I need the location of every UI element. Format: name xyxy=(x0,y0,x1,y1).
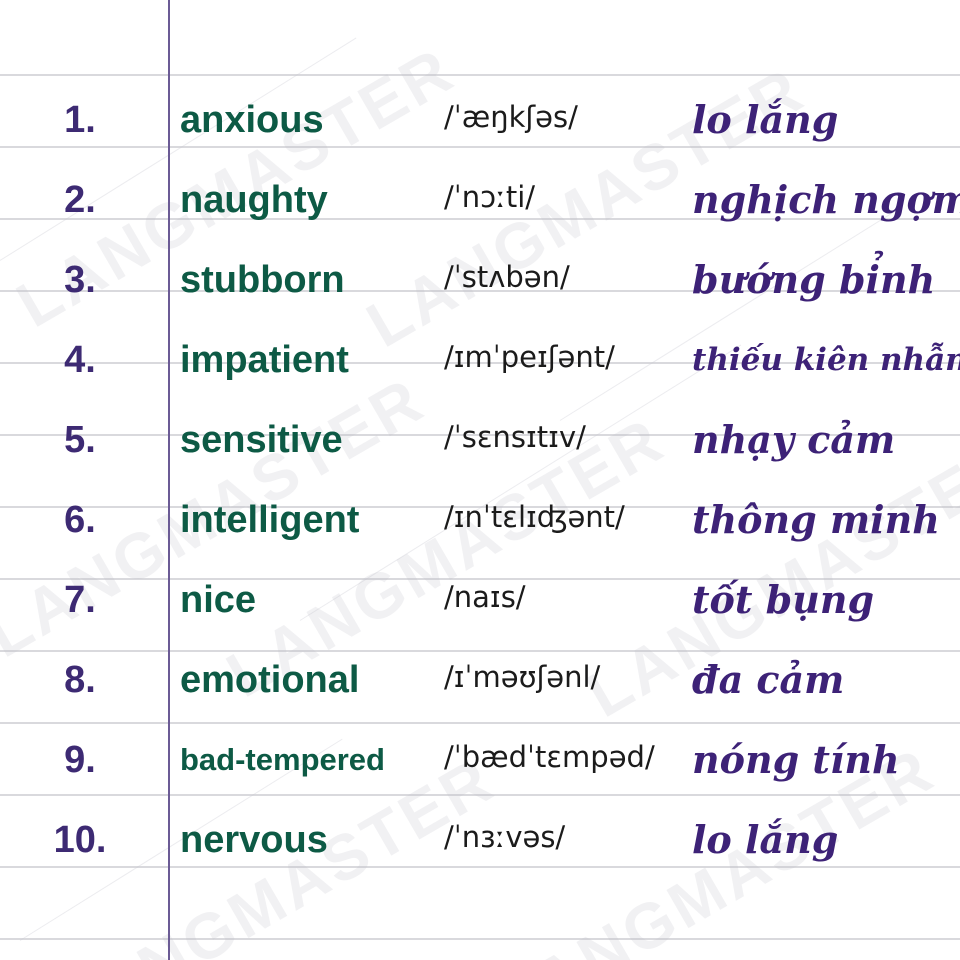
english-word: impatient xyxy=(180,339,349,381)
ruled-line xyxy=(0,290,960,292)
phonetic-transcription: /ɪˈməʊʃənl/ xyxy=(444,660,601,694)
ruled-line xyxy=(0,650,960,652)
vietnamese-meaning: thiếu kiên nhẫn xyxy=(692,342,960,378)
english-word: sensitive xyxy=(180,419,343,461)
english-word: anxious xyxy=(180,99,324,141)
ruled-line xyxy=(0,938,960,940)
item-number: 5. xyxy=(64,419,96,461)
margin-line xyxy=(168,0,170,960)
item-number: 4. xyxy=(64,339,96,381)
ruled-line xyxy=(0,506,960,508)
phonetic-transcription: /ɪmˈpeɪʃənt/ xyxy=(444,340,615,374)
vietnamese-meaning: bướng bỉnh xyxy=(692,257,936,302)
item-number: 10. xyxy=(53,819,107,861)
phonetic-transcription: /ɪnˈtɛlɪʤənt/ xyxy=(444,500,625,534)
english-word: stubborn xyxy=(180,259,345,301)
vocab-row: 8. emotional /ɪˈməʊʃənl/ đa cảm xyxy=(0,640,960,720)
vietnamese-meaning: lo lắng xyxy=(692,97,839,142)
vocab-row: 1. anxious /ˈæŋkʃəs/ lo lắng xyxy=(0,80,960,160)
item-number: 2. xyxy=(64,179,96,221)
english-word: naughty xyxy=(180,179,328,221)
vocab-row: 9. bad-tempered /ˈbædˈtɛmpəd/ nóng tính xyxy=(0,720,960,800)
item-number: 8. xyxy=(64,659,96,701)
vietnamese-meaning: thông minh xyxy=(692,497,940,542)
phonetic-transcription: /ˈsɛnsɪtɪv/ xyxy=(444,420,586,454)
vietnamese-meaning: nóng tính xyxy=(692,737,900,782)
item-number: 9. xyxy=(64,739,96,781)
vocab-row: 2. naughty /ˈnɔːti/ nghịch ngợm xyxy=(0,160,960,240)
item-number: 6. xyxy=(64,499,96,541)
vocab-row: 10. nervous /ˈnɜːvəs/ lo lắng xyxy=(0,800,960,880)
item-number: 1. xyxy=(64,99,96,141)
ruled-line xyxy=(0,146,960,148)
phonetic-transcription: /ˈnɜːvəs/ xyxy=(444,820,566,854)
phonetic-transcription: /ˈæŋkʃəs/ xyxy=(444,100,578,134)
vietnamese-meaning: lo lắng xyxy=(692,817,839,862)
vocab-row: 6. intelligent /ɪnˈtɛlɪʤənt/ thông minh xyxy=(0,480,960,560)
ruled-line xyxy=(0,362,960,364)
vocab-row: 3. stubborn /ˈstʌbən/ bướng bỉnh xyxy=(0,240,960,320)
phonetic-transcription: /ˈnɔːti/ xyxy=(444,180,536,214)
vietnamese-meaning: nhạy cảm xyxy=(692,417,896,462)
vietnamese-meaning: nghịch ngợm xyxy=(692,177,960,222)
english-word: nervous xyxy=(180,819,328,861)
phonetic-transcription: /naɪs/ xyxy=(444,580,526,614)
item-number: 3. xyxy=(64,259,96,301)
english-word: emotional xyxy=(180,659,360,701)
english-word: intelligent xyxy=(180,499,360,541)
ruled-line xyxy=(0,434,960,436)
ruled-line xyxy=(0,578,960,580)
ruled-line xyxy=(0,866,960,868)
ruled-line xyxy=(0,74,960,76)
phonetic-transcription: /ˈstʌbən/ xyxy=(444,260,570,294)
vocab-row: 5. sensitive /ˈsɛnsɪtɪv/ nhạy cảm xyxy=(0,400,960,480)
ruled-line xyxy=(0,218,960,220)
ruled-line xyxy=(0,722,960,724)
phonetic-transcription: /ˈbædˈtɛmpəd/ xyxy=(444,740,655,774)
item-number: 7. xyxy=(64,579,96,621)
ruled-line xyxy=(0,794,960,796)
vocab-row: 4. impatient /ɪmˈpeɪʃənt/ thiếu kiên nhẫ… xyxy=(0,320,960,400)
vietnamese-meaning: tốt bụng xyxy=(692,577,875,622)
vocab-row: 7. nice /naɪs/ tốt bụng xyxy=(0,560,960,640)
english-word: nice xyxy=(180,579,257,621)
english-word: bad-tempered xyxy=(180,742,385,777)
vietnamese-meaning: đa cảm xyxy=(692,657,845,702)
